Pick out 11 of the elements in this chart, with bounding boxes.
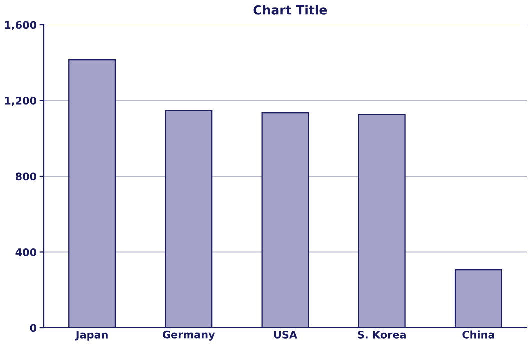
x-tick-label: Japan (75, 331, 108, 341)
chart-title: Chart Title (254, 5, 328, 15)
x-tick-label: China (462, 330, 494, 339)
y-tick-label: 1,200 (5, 96, 37, 106)
y-tick-label: 0 (30, 324, 37, 332)
x-tick-label: Germany (163, 330, 216, 341)
x-tick-label: USA (274, 330, 298, 339)
y-tick-label: 800 (16, 172, 37, 181)
y-tick-label: 1,600 (5, 21, 37, 30)
y-tick-label: 400 (16, 248, 37, 256)
x-tick-label: S. Korea (358, 330, 406, 339)
